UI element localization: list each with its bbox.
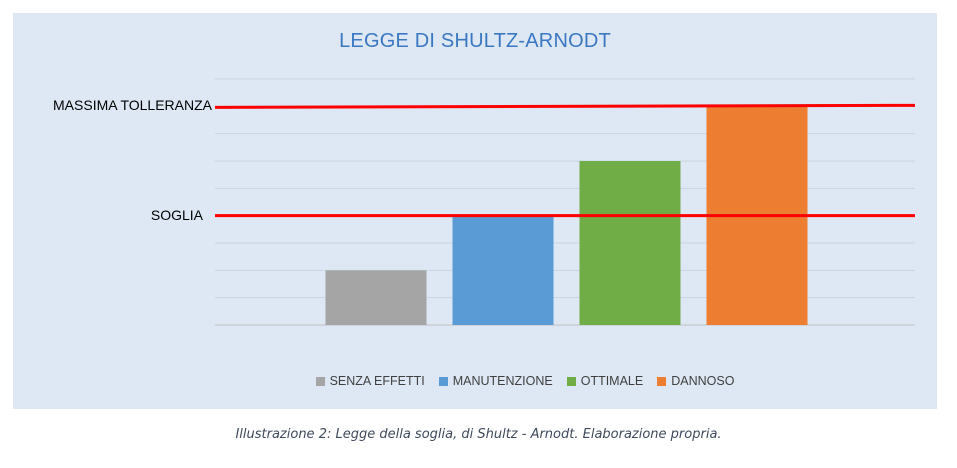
ref-label-massima-tolleranza: MASSIMA TOLLERANZA: [53, 97, 212, 114]
figure-caption: Illustrazione 2: Legge della soglia, di …: [235, 427, 722, 442]
reference-line: [214, 103, 916, 109]
legend-item: OTTIMALE: [566, 374, 644, 388]
ref-label-soglia: SOGLIA: [150, 206, 203, 223]
legend-item: SENZA EFFETTI: [315, 374, 425, 388]
legend-label: MANUTENZIONE: [452, 374, 553, 388]
legend-item: MANUTENZIONE: [438, 374, 553, 388]
bar-manutenzione: [452, 215, 554, 325]
legend-swatch: [657, 376, 667, 386]
legend-label: SENZA EFFETTI: [329, 374, 425, 388]
chart-legend: SENZA EFFETTI MANUTENZIONE OTTIMALE DANN…: [0, 374, 957, 388]
chart-title: LEGGE DI SHULTZ-ARNODT: [339, 30, 611, 52]
legend-label: OTTIMALE: [580, 374, 644, 388]
legend-item: DANNOSO: [657, 374, 734, 388]
bar-senza-effetti: [325, 270, 427, 325]
legend-swatch: [438, 376, 448, 386]
legend-swatch: [315, 376, 325, 386]
bar-ottimale: [579, 161, 681, 325]
legend-swatch: [566, 376, 576, 386]
legend-label: DANNOSO: [671, 374, 735, 388]
